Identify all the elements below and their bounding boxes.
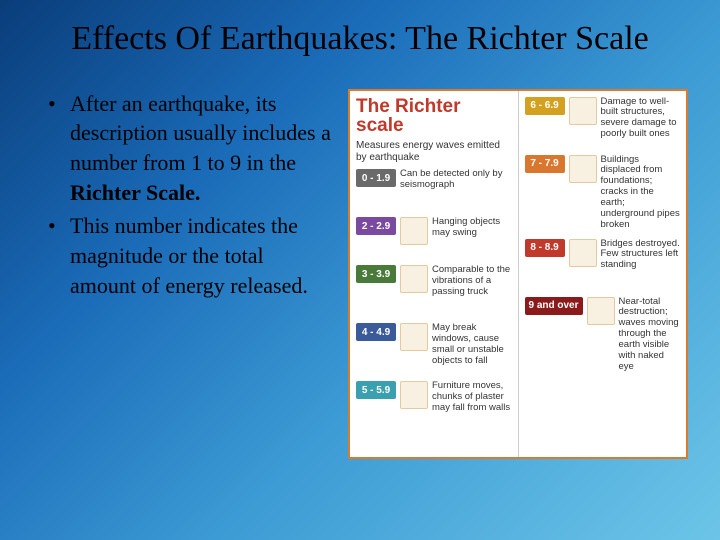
scale-badge: 5 - 5.9 <box>356 381 396 399</box>
scale-row: 6 - 6.9 Damage to well-built structures,… <box>525 97 681 149</box>
scale-badge: 2 - 2.9 <box>356 217 396 235</box>
scale-desc: Can be detected only by seismograph <box>400 169 512 191</box>
bullet-item: After an earthquake, its description usu… <box>48 89 332 208</box>
swing-icon <box>400 217 428 245</box>
bullet-text: After an earthquake, its description usu… <box>70 91 331 175</box>
scale-desc: May break windows, cause small or unstab… <box>432 323 512 367</box>
crack-icon <box>569 155 597 183</box>
slide-title: Effects Of Earthquakes: The Richter Scal… <box>32 18 688 61</box>
window-icon <box>400 323 428 351</box>
scale-badge: 8 - 8.9 <box>525 239 565 257</box>
scale-desc: Hanging objects may swing <box>432 217 512 239</box>
infographic-left-column: The Richter scale Measures energy waves … <box>350 91 519 457</box>
scale-badge: 0 - 1.9 <box>356 169 396 187</box>
scale-desc: Bridges destroyed. Few structures left s… <box>601 239 681 272</box>
scale-desc: Damage to well-built structures, severe … <box>601 97 681 141</box>
scale-desc: Buildings displaced from foundations; cr… <box>601 155 681 231</box>
truck-icon <box>400 265 428 293</box>
infographic-subtitle: Measures energy waves emitted by earthqu… <box>356 140 512 163</box>
richter-infographic: The Richter scale Measures energy waves … <box>348 89 688 459</box>
scale-row: 8 - 8.9 Bridges destroyed. Few structure… <box>525 239 681 291</box>
slide: Effects Of Earthquakes: The Richter Scal… <box>0 0 720 540</box>
scale-desc: Furniture moves, chunks of plaster may f… <box>432 381 512 414</box>
scale-row: 5 - 5.9 Furniture moves, chunks of plast… <box>356 381 512 433</box>
content-area: After an earthquake, its description usu… <box>32 89 688 459</box>
infographic-right-column: 6 - 6.9 Damage to well-built structures,… <box>519 91 687 457</box>
bullet-item: This number indicates the magnitude or t… <box>48 211 332 300</box>
scale-badge: 4 - 4.9 <box>356 323 396 341</box>
destruction-icon <box>587 297 615 325</box>
scale-row: 2 - 2.9 Hanging objects may swing <box>356 217 512 259</box>
scale-desc: Comparable to the vibrations of a passin… <box>432 265 512 298</box>
bullet-bold: Richter Scale. <box>70 180 200 205</box>
scale-row: 3 - 3.9 Comparable to the vibrations of … <box>356 265 512 317</box>
scale-badge: 7 - 7.9 <box>525 155 565 173</box>
building-icon <box>569 97 597 125</box>
furniture-icon <box>400 381 428 409</box>
bullet-list: After an earthquake, its description usu… <box>32 89 332 459</box>
infographic-title: The Richter scale <box>356 97 512 137</box>
scale-row: 0 - 1.9 Can be detected only by seismogr… <box>356 169 512 211</box>
scale-row: 9 and over Near-total destruction; waves… <box>525 297 681 381</box>
scale-badge: 6 - 6.9 <box>525 97 565 115</box>
scale-badge: 9 and over <box>525 297 583 315</box>
scale-row: 4 - 4.9 May break windows, cause small o… <box>356 323 512 375</box>
scale-badge: 3 - 3.9 <box>356 265 396 283</box>
bullet-text: This number indicates the magnitude or t… <box>70 213 308 297</box>
scale-row: 7 - 7.9 Buildings displaced from foundat… <box>525 155 681 233</box>
scale-desc: Near-total destruction; waves moving thr… <box>619 297 681 373</box>
bridge-icon <box>569 239 597 267</box>
